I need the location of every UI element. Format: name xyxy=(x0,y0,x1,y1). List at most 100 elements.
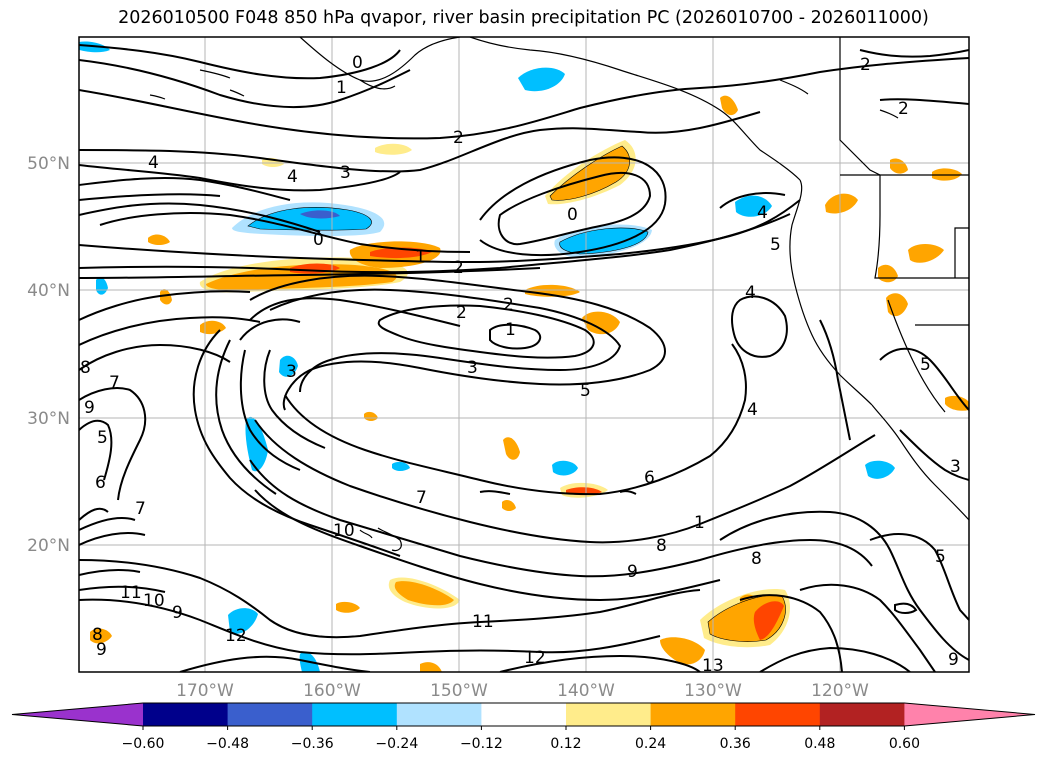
svg-text:11: 11 xyxy=(120,583,142,603)
svg-text:5: 5 xyxy=(97,428,108,448)
colorbar-extend-low xyxy=(12,703,143,726)
svg-text:0: 0 xyxy=(313,230,324,250)
pos-anomaly-area xyxy=(550,146,630,201)
svg-text:3: 3 xyxy=(950,457,961,477)
colorbar-swatch xyxy=(566,703,652,726)
svg-text:11: 11 xyxy=(472,612,494,632)
pos-anomaly-area xyxy=(945,395,969,411)
svg-text:7: 7 xyxy=(109,373,120,393)
svg-text:5: 5 xyxy=(580,381,591,401)
svg-text:1: 1 xyxy=(336,78,347,98)
qvapor-contours xyxy=(79,44,969,672)
lon-label-150w: 150°W xyxy=(430,681,488,701)
svg-text:4: 4 xyxy=(148,153,159,173)
neg-anomaly-area xyxy=(865,460,895,479)
colorbar: −0.60 −0.48 −0.36 −0.24 −0.12 0.12 0.24 0.36 0.4… xyxy=(11,702,1036,752)
pos-anomaly-area xyxy=(394,581,454,606)
pos-anomaly-area xyxy=(890,158,908,174)
pos-anomaly-area xyxy=(160,289,172,305)
svg-text:5: 5 xyxy=(920,355,931,375)
colorbar-swatch xyxy=(650,703,736,726)
svg-text:9: 9 xyxy=(84,398,95,418)
colorbar-swatch xyxy=(819,703,905,726)
svg-text:2: 2 xyxy=(860,55,871,75)
svg-text:2: 2 xyxy=(503,295,514,315)
map-content: 0 1 2 2 2 4 3 4 0 1 2 2 0 4 5 4 2 1 3 5 … xyxy=(79,37,969,676)
pos-anomaly-area xyxy=(908,244,944,263)
neg-anomaly-area xyxy=(518,67,565,92)
lon-label-130w: 130°W xyxy=(684,681,742,701)
pos-anomaly-area xyxy=(720,95,738,116)
colorbar-tick-label: −0.48 xyxy=(206,736,249,752)
colorbar-swatch xyxy=(312,703,398,726)
colorbar-tick-label: −0.36 xyxy=(291,736,334,752)
svg-text:8: 8 xyxy=(80,358,91,378)
svg-text:9: 9 xyxy=(627,562,638,582)
svg-text:7: 7 xyxy=(416,488,427,508)
colorbar-tick-label: 0.12 xyxy=(550,736,581,752)
pos-anomaly-area xyxy=(336,601,360,613)
lat-label-20n: 20°N xyxy=(27,536,70,556)
svg-text:3: 3 xyxy=(467,358,478,378)
lon-label-170w: 170°W xyxy=(176,681,234,701)
svg-text:5: 5 xyxy=(770,235,781,255)
svg-text:12: 12 xyxy=(524,648,546,668)
colorbar-swatch xyxy=(227,703,313,726)
svg-text:2: 2 xyxy=(456,303,467,323)
svg-text:3: 3 xyxy=(286,362,297,382)
svg-text:9: 9 xyxy=(96,640,107,660)
pos-anomaly-area xyxy=(375,143,412,155)
svg-text:8: 8 xyxy=(751,549,762,569)
pos-anomaly-area xyxy=(90,628,112,644)
pos-anomaly-area xyxy=(364,411,378,421)
svg-text:1: 1 xyxy=(505,320,516,340)
neg-anomaly-area xyxy=(392,461,410,471)
map-title: 2026010500 F048 850 hPa qvapor, river ba… xyxy=(118,8,929,28)
svg-text:1: 1 xyxy=(415,247,426,267)
contour-labels: 0 1 2 2 2 4 3 4 0 1 2 2 0 4 5 4 2 1 3 5 … xyxy=(80,53,961,676)
colorbar-tick-label: 0.24 xyxy=(635,736,666,752)
lat-label-30n: 30°N xyxy=(27,409,70,429)
neg-anomaly-area xyxy=(279,355,298,377)
svg-text:9: 9 xyxy=(948,650,959,670)
svg-text:6: 6 xyxy=(95,473,106,493)
svg-text:0: 0 xyxy=(567,205,578,225)
lat-label-50n: 50°N xyxy=(27,154,70,174)
neg-anomaly-area xyxy=(735,195,772,217)
svg-text:9: 9 xyxy=(172,603,183,623)
pos-anomaly-area xyxy=(582,311,620,335)
colorbar-extend-high xyxy=(904,703,1035,726)
svg-text:13: 13 xyxy=(702,656,724,676)
neg-anomaly-area xyxy=(552,460,578,476)
svg-text:1: 1 xyxy=(694,513,705,533)
pos-anomaly-area xyxy=(660,637,705,665)
colorbar-tick-label: 0.60 xyxy=(889,736,920,752)
colorbar-tick-label: 0.36 xyxy=(720,736,751,752)
lat-lon-grid xyxy=(79,37,969,672)
svg-text:2: 2 xyxy=(453,128,464,148)
svg-text:4: 4 xyxy=(287,167,298,187)
svg-text:7: 7 xyxy=(135,499,146,519)
pos-anomaly-area xyxy=(148,234,170,245)
pos-anomaly-area xyxy=(825,193,858,214)
svg-text:2: 2 xyxy=(453,258,464,278)
svg-text:4: 4 xyxy=(757,203,768,223)
pos-anomaly-area xyxy=(420,662,442,672)
svg-text:8: 8 xyxy=(656,536,667,556)
svg-text:4: 4 xyxy=(747,400,758,420)
lon-label-160w: 160°W xyxy=(303,681,361,701)
colorbar-swatch xyxy=(735,703,821,726)
svg-text:6: 6 xyxy=(644,468,655,488)
svg-text:10: 10 xyxy=(143,591,165,611)
svg-text:5: 5 xyxy=(935,547,946,567)
colorbar-swatch xyxy=(143,703,229,726)
neg-anomaly-area xyxy=(300,210,340,219)
latitude-labels: 50°N 40°N 30°N 20°N xyxy=(27,154,70,556)
colorbar-tick-label: −0.24 xyxy=(375,736,418,752)
colorbar-swatch xyxy=(481,703,567,726)
colorbar-tick-label: −0.60 xyxy=(122,736,165,752)
pos-anomaly-area xyxy=(502,500,516,511)
pos-anomaly-area xyxy=(753,601,784,640)
svg-text:8: 8 xyxy=(92,625,103,645)
